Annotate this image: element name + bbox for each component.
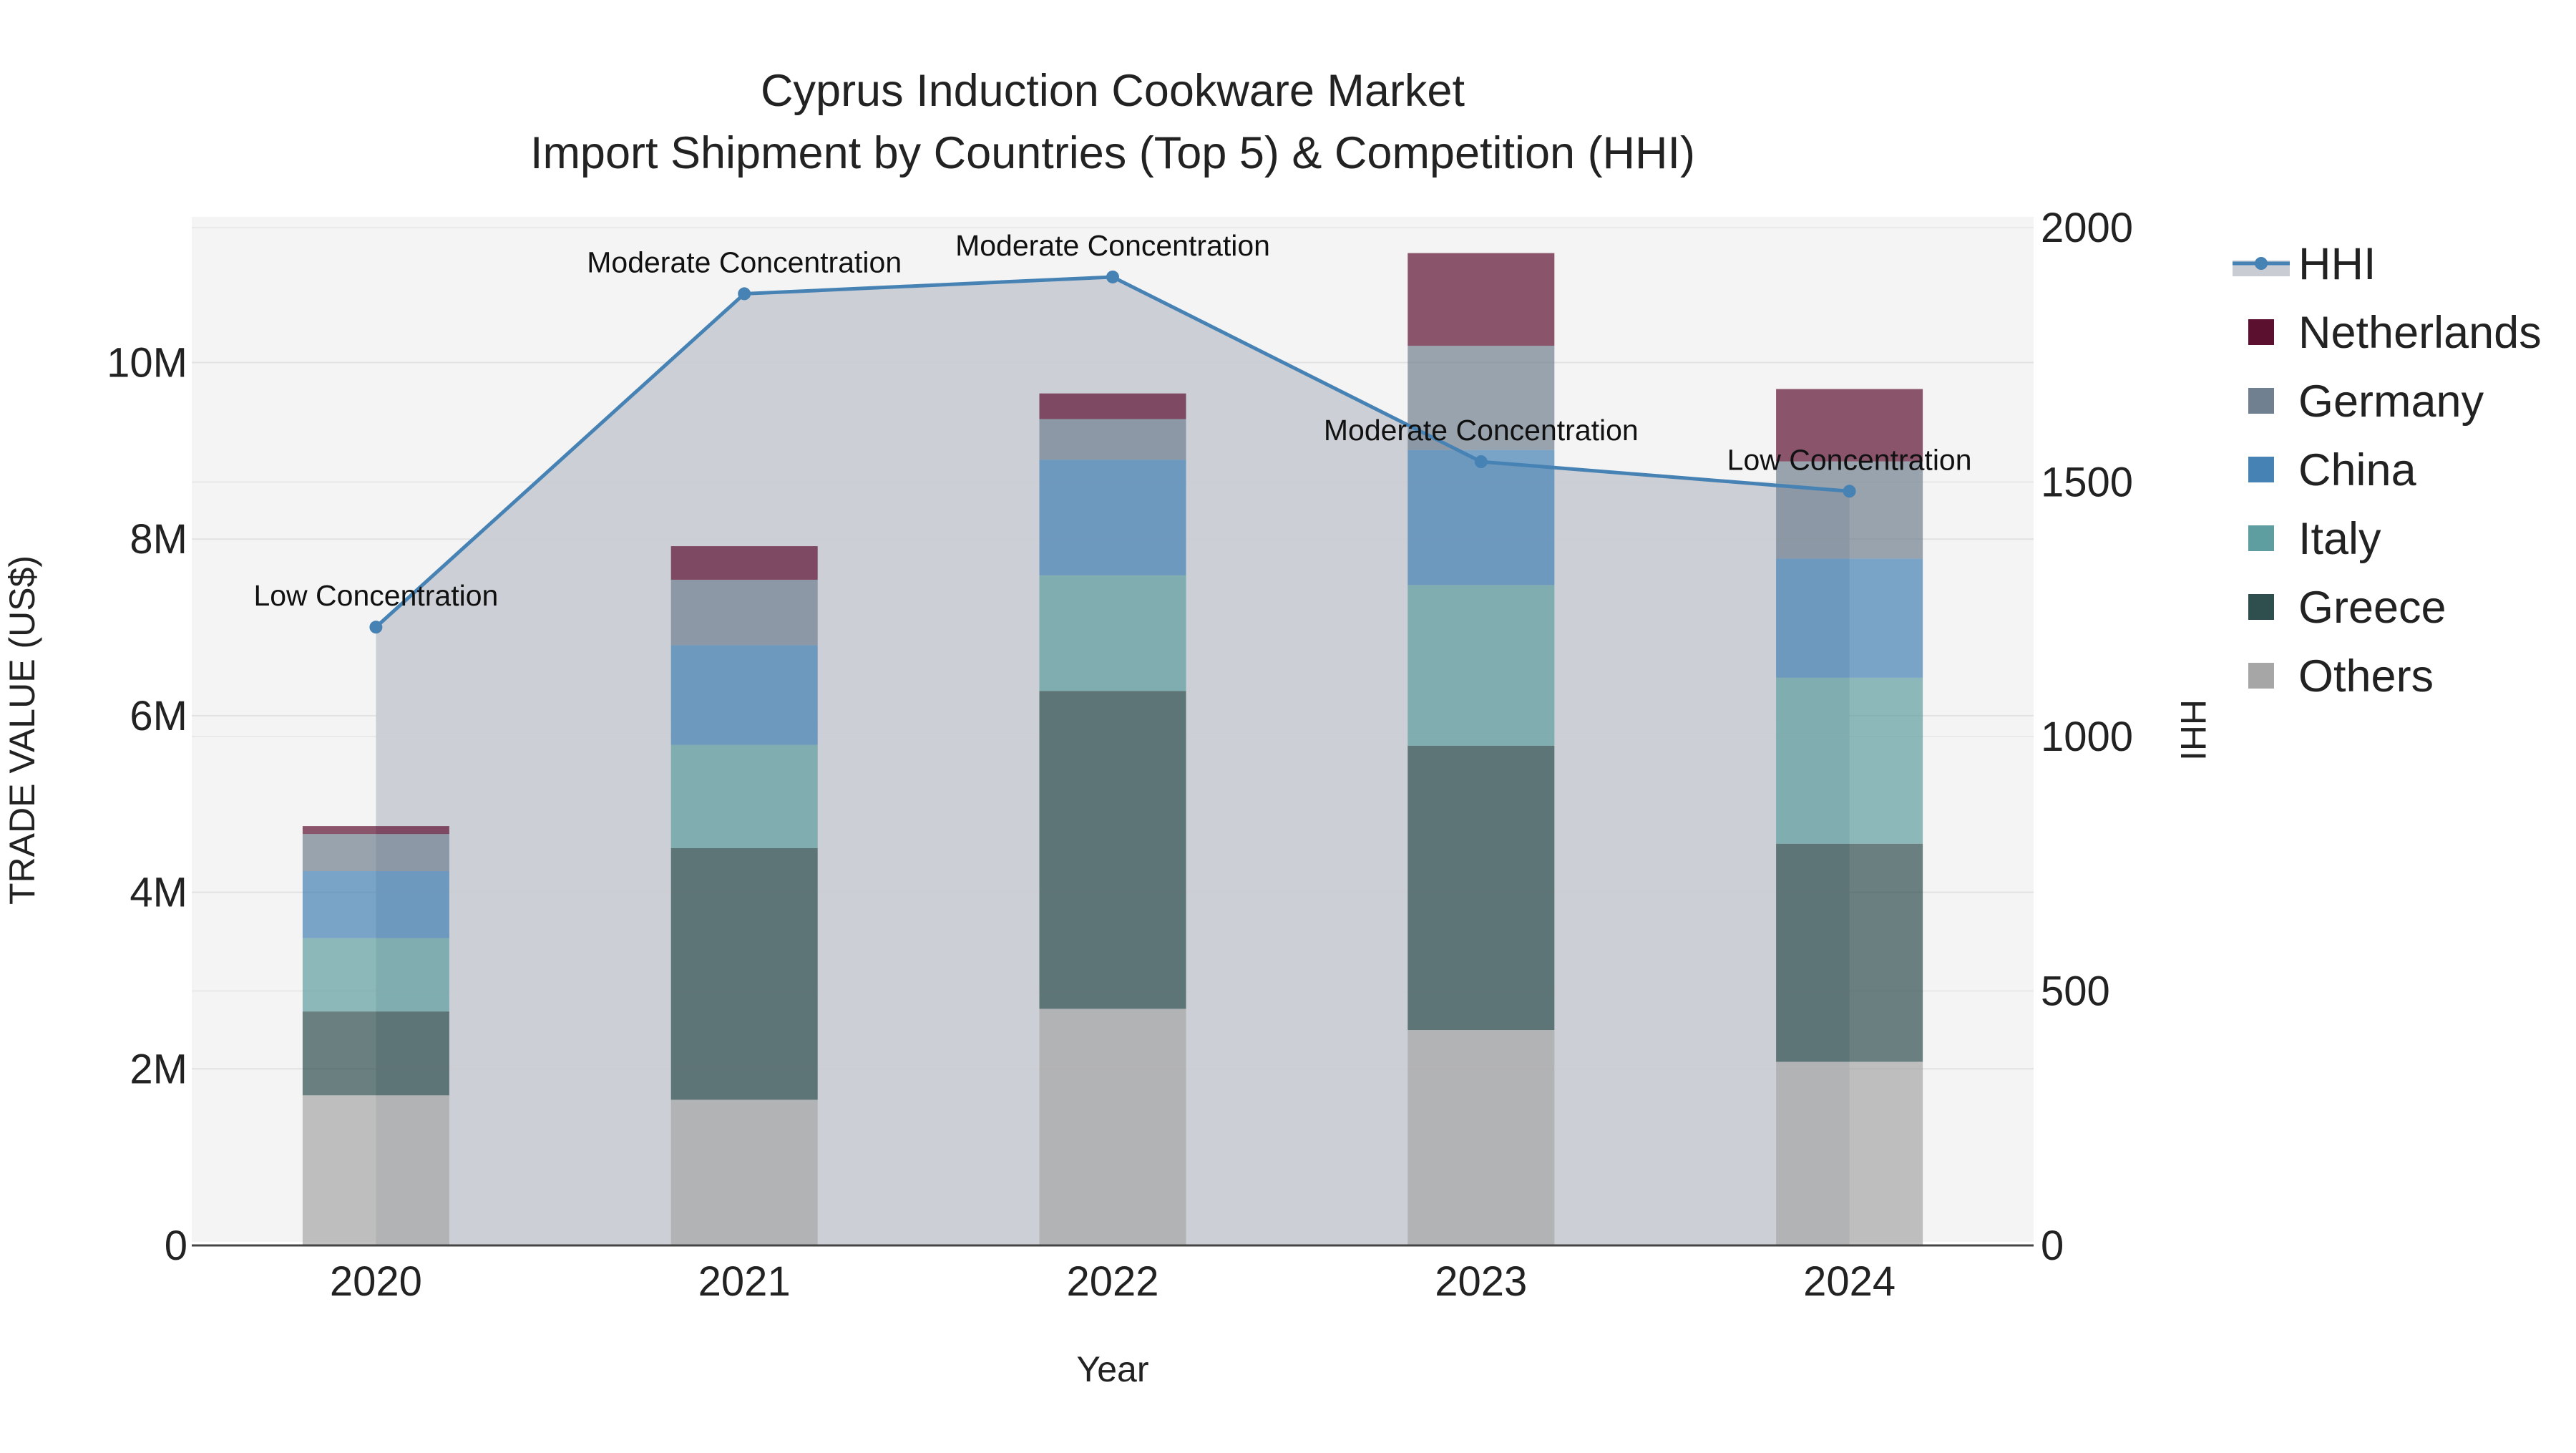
bar-greece-2023: [1407, 745, 1555, 1031]
hhi-point-2021: [738, 287, 751, 301]
legend-item-germany[interactable]: Germany: [2248, 376, 2484, 427]
x-axis-ticks: 2020 2021 2022 2023 2024: [330, 1258, 1896, 1305]
bar-italy-2020: [302, 938, 449, 1012]
bar-greece-2021: [670, 847, 818, 1100]
y-tick-label: 0: [165, 1223, 187, 1269]
bar-germany-2020: [302, 834, 449, 872]
bar-italy-2024: [1776, 677, 1923, 844]
y-axis-title: TRADE VALUE (US$): [2, 555, 42, 905]
bar-china-2021: [670, 645, 818, 745]
hhi-label-2020: Low Concentration: [253, 579, 498, 612]
legend-label-netherlands: Netherlands: [2298, 308, 2542, 358]
y-tick-label: 8M: [130, 516, 187, 563]
bar-netherlands-2024: [1776, 389, 1923, 462]
legend-swatch-netherlands: [2248, 319, 2274, 345]
hhi-label-2021: Moderate Concentration: [587, 246, 902, 278]
x-tick-label: 2021: [698, 1258, 791, 1305]
y-tick-label: 4M: [130, 870, 187, 916]
bar-greece-2024: [1776, 843, 1923, 1062]
hhi-point-2022: [1106, 270, 1119, 283]
hhi-point-2020: [369, 621, 383, 634]
y2-tick-label: 2000: [2041, 205, 2133, 251]
legend-label-china: China: [2298, 445, 2417, 495]
legend-swatch-greece: [2248, 594, 2274, 620]
y2-axis-ticks: 0 500 1000 1500 2000: [2041, 205, 2133, 1269]
legend-item-netherlands[interactable]: Netherlands: [2248, 308, 2542, 358]
legend-item-greece[interactable]: Greece: [2248, 583, 2446, 633]
hhi-point-2023: [1474, 455, 1488, 469]
legend-swatch-hhi-marker: [2255, 257, 2268, 270]
x-axis-title: Year: [1076, 1349, 1148, 1389]
bar-germany-2024: [1776, 461, 1923, 559]
bar-germany-2021: [670, 579, 818, 646]
y-tick-label: 2M: [130, 1046, 187, 1092]
legend-label-italy: Italy: [2298, 514, 2381, 564]
legend-label-hhi: HHI: [2298, 239, 2376, 289]
bar-germany-2022: [1039, 419, 1186, 460]
bar-italy-2021: [670, 744, 818, 848]
legend-label-germany: Germany: [2298, 376, 2484, 427]
bar-greece-2020: [302, 1011, 449, 1096]
x-tick-label: 2023: [1435, 1258, 1527, 1305]
x-tick-label: 2020: [330, 1258, 422, 1305]
bar-netherlands-2022: [1039, 393, 1186, 419]
legend-label-others: Others: [2298, 651, 2434, 701]
legend-item-italy[interactable]: Italy: [2248, 514, 2381, 564]
y2-tick-label: 1500: [2041, 460, 2133, 506]
legend-swatch-others: [2248, 663, 2274, 689]
legend-item-china[interactable]: China: [2248, 445, 2417, 495]
bar-others-2022: [1039, 1009, 1186, 1245]
y2-tick-label: 500: [2041, 968, 2110, 1015]
bar-china-2024: [1776, 558, 1923, 678]
bar-greece-2022: [1039, 691, 1186, 1009]
y2-tick-label: 1000: [2041, 714, 2133, 760]
bar-others-2024: [1776, 1061, 1923, 1245]
legend-label-greece: Greece: [2298, 583, 2446, 633]
hhi-point-2024: [1843, 485, 1856, 498]
y-tick-label: 10M: [107, 340, 187, 387]
x-tick-label: 2022: [1066, 1258, 1158, 1305]
legend-item-hhi[interactable]: HHI: [2233, 239, 2376, 289]
hhi-line-layer: [369, 270, 1856, 634]
legend-swatch-china: [2248, 457, 2274, 482]
bar-others-2020: [302, 1095, 449, 1245]
y2-axis-title: HHI: [2173, 699, 2213, 761]
bar-others-2023: [1407, 1030, 1555, 1245]
legend-item-others[interactable]: Others: [2248, 651, 2434, 701]
bar-netherlands-2023: [1407, 253, 1555, 346]
hhi-label-2022: Moderate Concentration: [955, 229, 1270, 262]
bar-italy-2022: [1039, 575, 1186, 691]
bar-germany-2023: [1407, 346, 1555, 450]
bar-others-2021: [670, 1099, 818, 1245]
legend-swatch-italy: [2248, 525, 2274, 551]
bar-layer: [302, 253, 1923, 1245]
bar-netherlands-2020: [302, 826, 449, 835]
chart-title-line2: Import Shipment by Countries (Top 5) & C…: [530, 128, 1695, 178]
legend-swatch-germany: [2248, 388, 2274, 414]
y2-tick-label: 0: [2041, 1223, 2064, 1269]
legend: HHI Netherlands Germany China Italy Greece Oth…: [2233, 239, 2542, 701]
bar-china-2023: [1407, 449, 1555, 585]
bar-china-2020: [302, 871, 449, 938]
y-tick-label: 6M: [130, 693, 187, 739]
x-tick-label: 2024: [1803, 1258, 1896, 1305]
y-axis-ticks: 0 2M 4M 6M 8M 10M: [107, 340, 187, 1269]
hhi-label-2023: Moderate Concentration: [1324, 414, 1639, 447]
bar-netherlands-2021: [670, 546, 818, 580]
bar-china-2022: [1039, 460, 1186, 575]
bar-italy-2023: [1407, 585, 1555, 746]
hhi-label-2024: Low Concentration: [1727, 443, 1972, 476]
chart-title-line1: Cyprus Induction Cookware Market: [761, 66, 1465, 116]
hhi-annotations: Low Concentration Moderate Concentration M…: [253, 229, 1971, 612]
